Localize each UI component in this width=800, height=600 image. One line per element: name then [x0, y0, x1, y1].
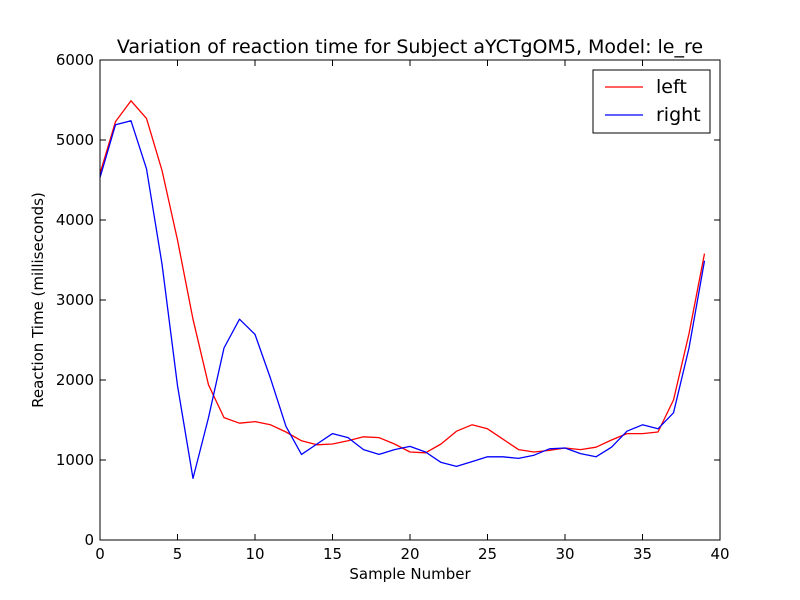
legend-label-left: left — [656, 76, 687, 98]
y-tick-label: 1000 — [56, 451, 94, 469]
legend: left right — [592, 69, 711, 134]
ticks-layer: 0 5 10 15 20 25 30 35 40 0 1000 2000 3000 4000 5000 600… — [56, 51, 730, 563]
x-axis-label: Sample Number — [349, 565, 471, 583]
y-tick-label: 3000 — [56, 291, 94, 309]
series-layer — [99, 100, 706, 480]
x-tick-label: 20 — [400, 545, 419, 563]
y-tick-label: 0 — [84, 531, 94, 549]
plot-background — [100, 60, 720, 540]
y-tick-label: 5000 — [56, 131, 94, 149]
y-tick-label: 2000 — [56, 371, 94, 389]
plot-frame — [99, 59, 721, 541]
series-line-right — [99, 120, 706, 480]
y-axis-label: Reaction Time (milliseconds) — [29, 192, 47, 408]
plot-area: 0 5 10 15 20 25 30 35 40 0 1000 2000 3000 4000 5000 600… — [56, 51, 730, 563]
y-tick-label: 6000 — [56, 51, 94, 69]
x-tick-label: 30 — [555, 545, 574, 563]
legend-box — [592, 69, 711, 134]
x-tick-label: 40 — [710, 545, 729, 563]
x-tick-label: 10 — [245, 545, 264, 563]
legend-label-right: right — [656, 104, 701, 126]
x-tick-label: 0 — [95, 545, 105, 563]
chart-title: Variation of reaction time for Subject a… — [117, 36, 703, 58]
x-tick-label: 5 — [173, 545, 183, 563]
x-tick-label: 35 — [633, 545, 652, 563]
y-tick-label: 4000 — [56, 211, 94, 229]
x-tick-label: 15 — [323, 545, 342, 563]
x-tick-label: 25 — [478, 545, 497, 563]
